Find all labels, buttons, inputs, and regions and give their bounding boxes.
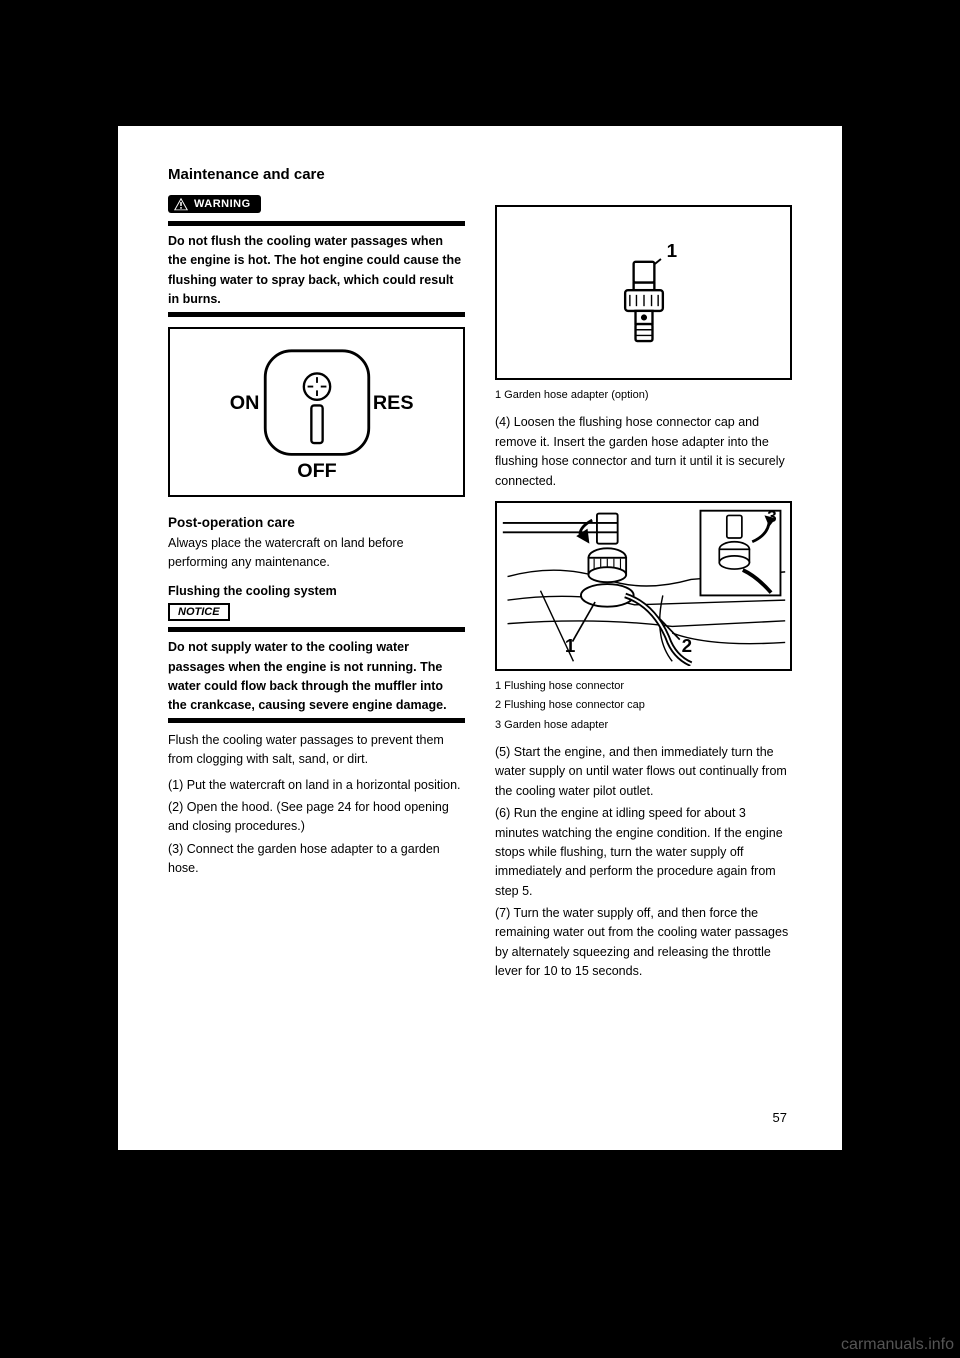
notice-rule-bottom bbox=[168, 718, 465, 723]
step-3: (3) Connect the garden hose adapter to a… bbox=[168, 840, 465, 879]
hose-callout-3: 3 bbox=[767, 507, 776, 526]
hose-connector-figure: 1 2 3 bbox=[495, 501, 792, 671]
knob-label-res: RES bbox=[372, 392, 413, 414]
hose-svg: 1 2 3 bbox=[499, 506, 789, 666]
step-2: (2) Open the hood. (See page 24 for hood… bbox=[168, 798, 465, 837]
notice-rule-top bbox=[168, 627, 465, 632]
warning-icon bbox=[173, 197, 189, 211]
hose-legend-3: 3 Garden hose adapter bbox=[495, 718, 792, 733]
warning-rule-top bbox=[168, 221, 465, 226]
warning-header: WARNING bbox=[168, 195, 261, 213]
fuel-knob-figure: ON OFF RES bbox=[168, 327, 465, 497]
post-ops-heading: Post-operation care bbox=[168, 515, 465, 530]
step-4: (4) Loosen the flushing hose connector c… bbox=[495, 413, 792, 491]
right-column: 1 bbox=[495, 195, 792, 985]
fuel-knob-svg: ON OFF RES bbox=[172, 332, 462, 492]
post-ops-intro: Always place the watercraft on land befo… bbox=[168, 534, 465, 573]
two-column-layout: WARNING Do not flush the cooling water p… bbox=[168, 195, 792, 985]
warning-label: WARNING bbox=[194, 198, 251, 210]
manual-page: Maintenance and care WARNING Do not flus… bbox=[118, 126, 842, 1150]
step-1: (1) Put the watercraft on land in a hori… bbox=[168, 776, 465, 795]
flush-intro: Flush the cooling water passages to prev… bbox=[168, 731, 465, 770]
step-7: (7) Turn the water supply off, and then … bbox=[495, 904, 792, 982]
watermark: carmanuals.info bbox=[841, 1336, 954, 1354]
section-title: Maintenance and care bbox=[168, 166, 792, 183]
adapter-figure: 1 bbox=[495, 205, 792, 380]
flush-heading: Flushing the cooling system bbox=[168, 584, 465, 598]
hose-legend-1: 1 Flushing hose connector bbox=[495, 679, 792, 694]
adapter-callout-1: 1 bbox=[666, 240, 676, 261]
hose-callout-2: 2 bbox=[681, 635, 691, 656]
warning-text: Do not flush the cooling water passages … bbox=[168, 232, 465, 310]
knob-label-on: ON bbox=[229, 392, 259, 414]
knob-label-off: OFF bbox=[297, 459, 337, 481]
page-number: 57 bbox=[773, 1110, 787, 1125]
left-column: WARNING Do not flush the cooling water p… bbox=[168, 195, 465, 985]
hose-legend-2: 2 Flushing hose connector cap bbox=[495, 698, 792, 713]
notice-text: Do not supply water to the cooling water… bbox=[168, 638, 465, 716]
adapter-legend: 1 Garden hose adapter (option) bbox=[495, 388, 792, 403]
step-6: (6) Run the engine at idling speed for a… bbox=[495, 804, 792, 901]
step-5: (5) Start the engine, and then immediate… bbox=[495, 743, 792, 801]
notice-label: NOTICE bbox=[168, 603, 230, 621]
warning-rule-bottom bbox=[168, 312, 465, 317]
adapter-svg: 1 bbox=[499, 210, 789, 375]
